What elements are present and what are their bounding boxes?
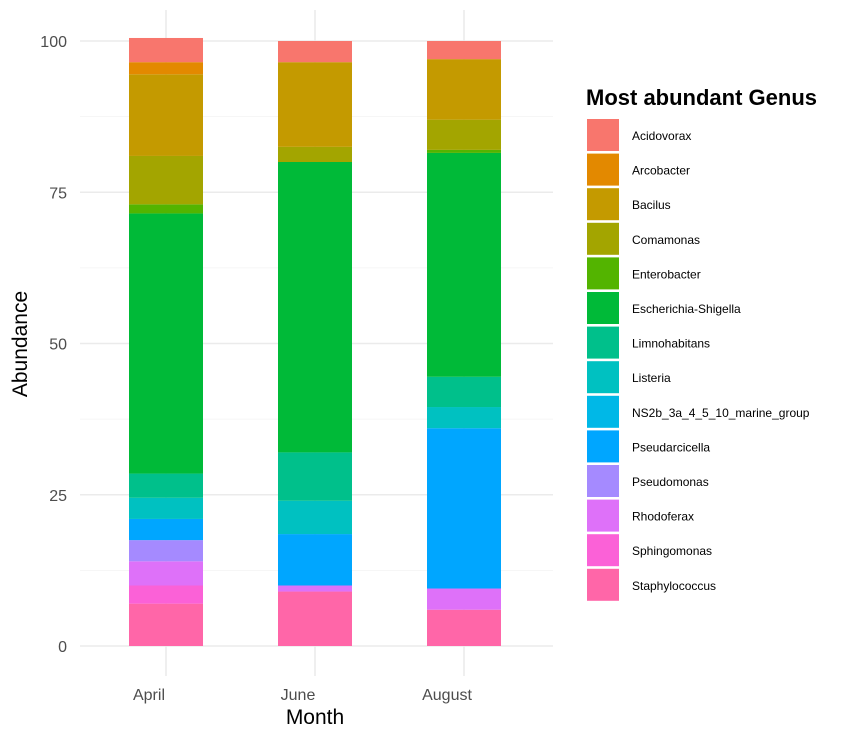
bar-segment-acidovorax — [278, 41, 352, 63]
bar-segment-limnohabitans — [278, 452, 352, 501]
bar-segment-escherichia-shigella — [278, 162, 352, 453]
bar-segment-staphylococcus — [427, 609, 501, 646]
bar-segment-sphingomonas — [129, 585, 203, 604]
legend-key — [587, 292, 619, 324]
legend-label: Bacilus — [632, 198, 671, 212]
bar-segment-acidovorax — [427, 41, 501, 60]
bar-segment-rhodoferax — [427, 588, 501, 610]
legend-label: NS2b_3a_4_5_10_marine_group — [632, 406, 810, 420]
bar-segment-pseudarcicella — [129, 518, 203, 541]
legend-key — [587, 499, 619, 532]
legend-key — [587, 430, 619, 463]
legend-label: Enterobacter — [632, 267, 701, 281]
bar-segment-bacilus — [427, 59, 501, 120]
x-axis-ticks: April June August — [133, 687, 472, 704]
y-tick-label: 50 — [49, 337, 67, 354]
y-tick-label: 100 — [40, 34, 67, 51]
bar-segment-acidovorax — [129, 37, 203, 63]
bar-segment-pseudarcicella — [278, 534, 352, 586]
legend-label: Arcobacter — [632, 164, 690, 178]
legend-label: Pseudomonas — [632, 475, 709, 489]
bar-segment-rhodoferax — [129, 561, 203, 586]
legend-label: Limnohabitans — [632, 337, 710, 351]
legend-label: Sphingomonas — [632, 544, 712, 558]
bar-segment-enterobacter — [129, 204, 203, 214]
bar-segment-listeria — [427, 407, 501, 429]
legend-key — [587, 534, 619, 567]
bars — [129, 37, 501, 646]
bar-segment-listeria — [129, 497, 203, 519]
bar-segment-arcobacter — [129, 62, 203, 75]
bar-segment-pseudomonas — [129, 540, 203, 562]
bar-segment-bacilus — [278, 62, 352, 147]
x-tick-label: August — [422, 687, 472, 704]
legend-key — [587, 326, 619, 359]
bar-segment-comamonas — [278, 146, 352, 162]
legend-label: Listeria — [632, 371, 671, 385]
legend-key — [587, 257, 619, 290]
bar-segment-limnohabitans — [427, 376, 501, 408]
bar-segment-bacilus — [129, 74, 203, 156]
bar-segment-comamonas — [427, 119, 501, 150]
x-axis-title: Month — [286, 706, 344, 729]
legend-label: Escherichia-Shigella — [632, 302, 741, 316]
bar-segment-staphylococcus — [129, 603, 203, 646]
y-tick-label: 0 — [58, 639, 67, 656]
x-tick-label: June — [281, 687, 316, 704]
legend-label: Staphylococcus — [632, 579, 716, 593]
legend: Acidovorax Arcobacter Bacilus Comamonas Ente… — [587, 119, 810, 601]
legend-key — [587, 361, 619, 394]
legend-key — [587, 395, 619, 428]
bar-segment-listeria — [278, 500, 352, 535]
legend-label: Acidovorax — [632, 129, 691, 143]
y-axis-title: Abundance — [9, 291, 32, 397]
legend-key — [587, 153, 619, 186]
bar-segment-pseudarcicella — [427, 428, 501, 589]
bar-segment-escherichia-shigella — [427, 152, 501, 377]
bar-segment-rhodoferax — [278, 585, 352, 592]
legend-label: Comamonas — [632, 233, 700, 247]
legend-key — [587, 568, 619, 601]
bar-segment-comamonas — [129, 155, 203, 205]
y-axis-ticks: 0 25 50 75 100 — [40, 34, 67, 656]
legend-label: Rhodoferax — [632, 510, 694, 524]
bar-segment-limnohabitans — [129, 473, 203, 498]
bar-segment-escherichia-shigella — [129, 213, 203, 474]
legend-key — [587, 222, 619, 255]
legend-key — [587, 188, 619, 221]
legend-key — [587, 119, 619, 151]
legend-title: Most abundant Genus — [586, 85, 817, 110]
x-tick-label: April — [133, 687, 165, 704]
y-tick-label: 75 — [49, 185, 67, 202]
y-tick-label: 25 — [49, 488, 67, 505]
legend-label: Pseudarcicella — [632, 440, 710, 454]
legend-key — [587, 465, 619, 497]
bar-segment-staphylococcus — [278, 591, 352, 646]
bar-segment-enterobacter — [427, 149, 501, 153]
